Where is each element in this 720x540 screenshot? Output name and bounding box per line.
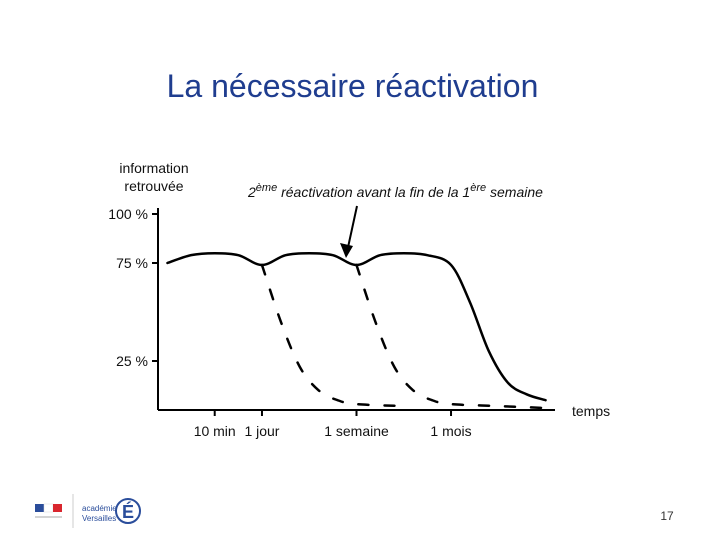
x-tick-label: 1 mois	[430, 423, 471, 439]
logo-e-circle	[115, 498, 141, 524]
annotation-arrow-shaft	[346, 205, 358, 253]
y-tick-label: 25 %	[116, 353, 148, 369]
annotation-arrow-head	[340, 243, 353, 258]
flag-white	[43, 503, 54, 513]
y-axis-title-line-2: retrouvée	[124, 178, 183, 194]
page-number: 17	[660, 509, 674, 523]
reactivation-annotation: 2ème réactivation avant la fin de la 1èr…	[247, 182, 543, 200]
annotation-sup-1: ème	[256, 182, 277, 194]
annotation-arrow	[340, 205, 358, 258]
y-tick-label: 75 %	[116, 255, 148, 271]
logo-text-line-2: Versailles	[82, 514, 116, 523]
retention-curve-with-reactivation	[166, 251, 547, 402]
slide-title: La nécessaire réactivation	[166, 68, 539, 104]
flag-blue	[35, 504, 44, 512]
chart-marks	[166, 251, 547, 410]
forgetting-curve-dashed-2	[355, 263, 547, 410]
academie-versailles-logo: académie Versailles É	[35, 494, 141, 528]
forgetting-curve-chart: information retrouvée 2ème réactivation …	[108, 160, 610, 439]
y-tick-label: 100 %	[108, 206, 148, 222]
x-axis-title: temps	[572, 403, 610, 419]
x-tick-label: 1 jour	[244, 423, 279, 439]
footer-logos: académie Versailles É	[30, 488, 150, 533]
annotation-sup-2: ère	[470, 182, 486, 194]
x-tick-label: 1 semaine	[324, 423, 389, 439]
annotation-middle: réactivation avant la fin de la 1	[277, 184, 470, 200]
y-axis-title: information retrouvée	[119, 160, 188, 194]
forgetting-curve-dashed-1	[260, 263, 406, 408]
axes: 100 % 75 % 25 % 10 min 1 jour 1 semaine 1 mois	[108, 206, 555, 439]
logo-e-letter: É	[122, 501, 134, 522]
annotation-prefix: 2	[247, 184, 256, 200]
x-tick-label: 10 min	[194, 423, 236, 439]
flag-red	[53, 504, 62, 512]
logo-text-line-1: académie	[82, 504, 117, 513]
annotation-suffix: semaine	[486, 184, 543, 200]
y-axis-title-line-1: information	[119, 160, 188, 176]
